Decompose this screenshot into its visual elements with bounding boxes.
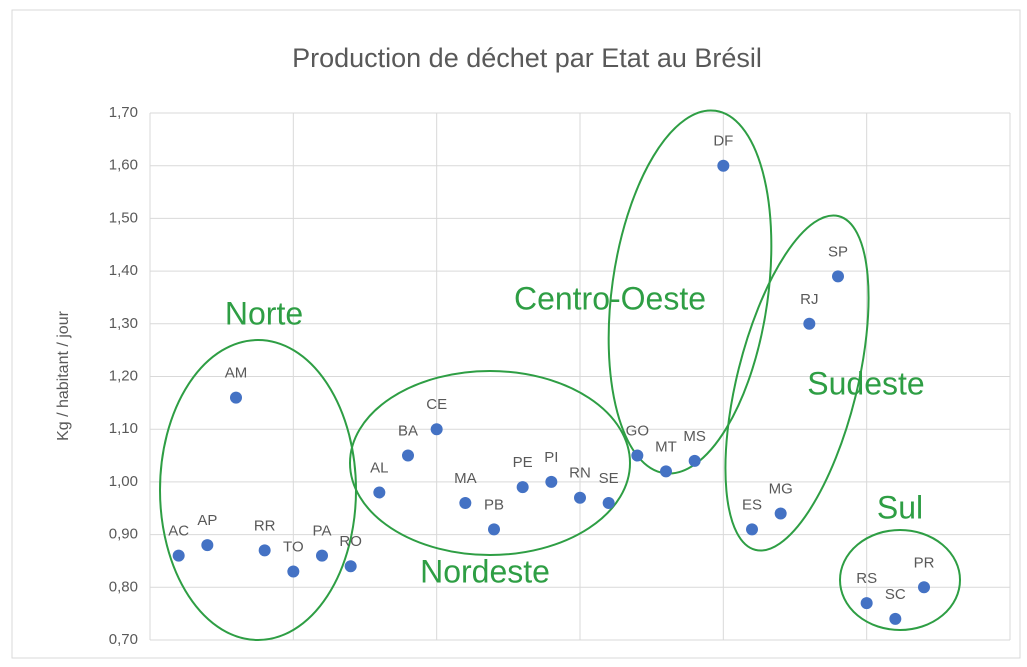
point-label: AM (225, 365, 248, 382)
point-label: PB (484, 496, 504, 513)
point-label: CE (426, 396, 447, 413)
point (459, 496, 472, 509)
point (660, 465, 672, 478)
point-label: RS (856, 570, 877, 587)
region-label: Sul (877, 489, 923, 525)
chart-title: Production de déchet par Etat au Brésil (292, 43, 762, 73)
y-tick-label: 0,90 (109, 526, 138, 543)
point-label: AP (197, 512, 217, 529)
point (688, 454, 701, 467)
point (230, 391, 242, 404)
region-label: Centro-Oeste (514, 280, 706, 316)
region-ellipse (839, 529, 961, 631)
point (860, 597, 873, 610)
point-label: RR (254, 517, 276, 534)
point (201, 539, 214, 552)
point (803, 317, 816, 330)
region-ellipse (724, 214, 870, 552)
point (488, 523, 500, 536)
point-label: MA (454, 470, 477, 487)
y-tick-label: 1,10 (109, 420, 138, 437)
point-label: ES (742, 496, 762, 513)
y-tick-label: 1,70 (109, 104, 138, 121)
point (430, 423, 443, 436)
region-label: Sudeste (807, 365, 924, 401)
y-tick-label: 1,00 (109, 473, 138, 490)
y-tick-label: 1,20 (109, 367, 138, 384)
point-label: RJ (800, 291, 818, 308)
point-label: SP (828, 243, 848, 260)
y-tick-label: 1,40 (109, 262, 138, 279)
point (717, 159, 730, 172)
point-label: RN (569, 465, 591, 482)
point-label: GO (626, 423, 649, 440)
point (516, 481, 529, 494)
y-tick-label: 1,30 (109, 315, 138, 332)
point (402, 449, 414, 462)
point (832, 270, 844, 283)
point (574, 491, 586, 504)
point (889, 612, 902, 625)
point (774, 507, 787, 520)
point (631, 449, 644, 462)
region-label: Norte (225, 295, 303, 331)
point (316, 549, 328, 562)
point-label: MS (683, 428, 706, 445)
point-label: SC (885, 586, 906, 603)
y-tick-label: 0,70 (109, 631, 138, 648)
y-tick-label: 1,50 (109, 209, 138, 226)
point (344, 560, 357, 573)
point-label: SE (599, 470, 619, 487)
point (287, 565, 300, 578)
point-label: TO (283, 538, 304, 555)
point-label: BA (398, 423, 418, 440)
point (373, 486, 386, 499)
point-label: AL (370, 459, 388, 476)
point-label: RO (339, 533, 362, 550)
point-label: AC (168, 523, 189, 540)
point (258, 544, 271, 557)
point-label: PI (544, 449, 558, 466)
point-label: PA (313, 523, 332, 540)
point (602, 496, 615, 509)
point-label: PE (513, 454, 533, 471)
region-label: Nordeste (420, 553, 550, 589)
point (172, 549, 185, 562)
point-label: PR (914, 554, 935, 571)
point-label: MG (769, 480, 793, 497)
y-tick-label: 1,60 (109, 157, 138, 174)
region-ellipse (349, 370, 631, 556)
point (545, 475, 558, 488)
point (918, 581, 930, 594)
y-axis-label: Kg / habitant / jour (55, 310, 72, 441)
y-tick-label: 0,80 (109, 578, 138, 595)
point-label: DF (713, 133, 733, 150)
point (746, 523, 758, 536)
point-label: MT (655, 438, 677, 455)
